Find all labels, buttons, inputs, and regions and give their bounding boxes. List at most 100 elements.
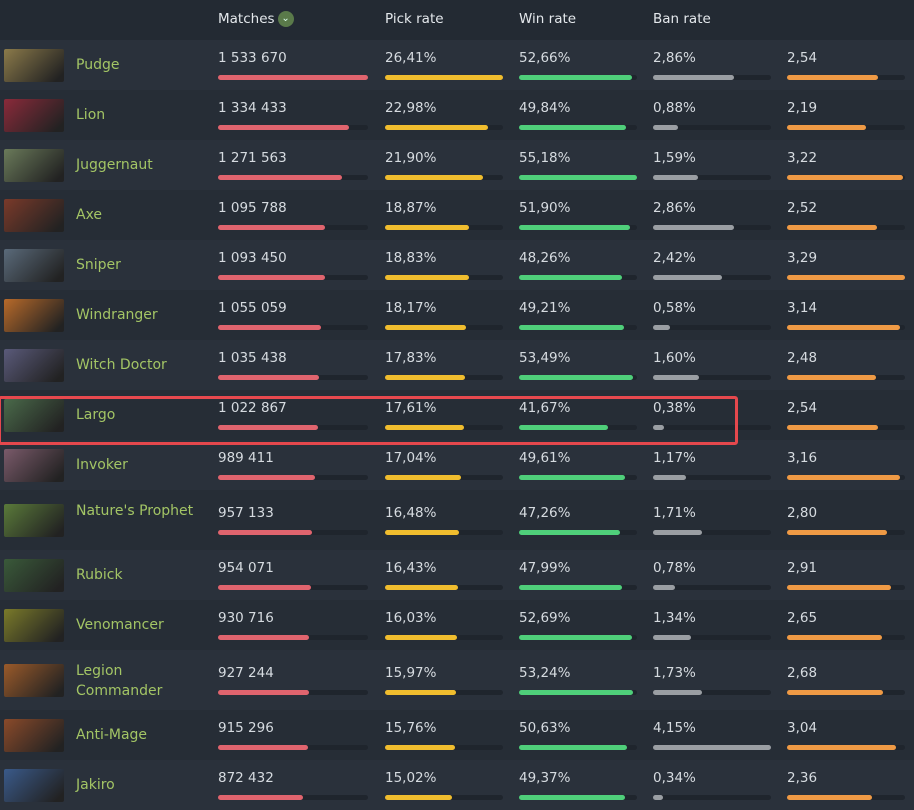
win-bar-fill xyxy=(519,475,626,480)
matches-header[interactable]: Matches ⌄ xyxy=(218,11,294,27)
pick-value: 21,90% xyxy=(385,150,437,166)
pick-value: 22,98% xyxy=(385,100,437,116)
hero-name[interactable]: Sniper xyxy=(76,257,121,273)
hero-name[interactable]: Nature's Prophet xyxy=(76,503,194,519)
table-row[interactable]: Pudge 1 533 670 26,41% 52,66% 2,86% 2,54 xyxy=(0,40,914,90)
table-row[interactable]: Axe 1 095 788 18,87% 51,90% 2,86% 2,52 xyxy=(0,190,914,240)
win-rate-header[interactable]: Win rate xyxy=(519,11,577,27)
ban-bar-fill xyxy=(653,745,771,750)
hero-portrait xyxy=(4,664,64,697)
table-row[interactable]: Lion 1 334 433 22,98% 49,84% 0,88% 2,19 xyxy=(0,90,914,140)
ban-value: 1,73% xyxy=(653,665,696,681)
kda-bar-fill xyxy=(787,75,879,80)
kda-bar xyxy=(787,225,905,230)
table-row[interactable]: Largo 1 022 867 17,61% 41,67% 0,38% 2,54 xyxy=(0,390,914,440)
win-bar xyxy=(519,75,637,80)
kda-value: 3,16 xyxy=(787,450,818,466)
table-row[interactable]: Windranger 1 055 059 18,17% 49,21% 0,58% 3,14 xyxy=(0,290,914,340)
ban-bar-fill xyxy=(653,275,722,280)
hero-name[interactable]: Legion Commander xyxy=(76,663,163,699)
pick-bar xyxy=(385,530,503,535)
matches-bar xyxy=(218,275,368,280)
ban-value: 4,15% xyxy=(653,720,696,736)
ban-bar xyxy=(653,475,771,480)
win-value: 49,37% xyxy=(519,770,571,786)
chevron-down-icon[interactable]: ⌄ xyxy=(277,11,294,27)
table-row[interactable]: Legion Commander 927 244 15,97% 53,24% 1,73%… xyxy=(0,650,914,710)
win-bar xyxy=(519,425,637,430)
hero-name[interactable]: Largo xyxy=(76,407,116,423)
matches-value: 954 071 xyxy=(218,560,274,576)
ban-value: 1,60% xyxy=(653,350,696,366)
table-row[interactable]: Anti-Mage 915 296 15,76% 50,63% 4,15% 3,04 xyxy=(0,710,914,760)
matches-bar xyxy=(218,425,368,430)
hero-name[interactable]: Juggernaut xyxy=(76,157,153,173)
matches-bar-fill xyxy=(218,475,315,480)
kda-bar xyxy=(787,325,905,330)
ban-bar-fill xyxy=(653,375,699,380)
ban-bar-fill xyxy=(653,635,692,640)
hero-name[interactable]: Axe xyxy=(76,207,103,223)
matches-value: 1 095 788 xyxy=(218,200,287,216)
kda-bar xyxy=(787,530,905,535)
hero-portrait xyxy=(4,299,64,332)
hero-name[interactable]: Witch Doctor xyxy=(76,357,167,373)
table-row[interactable]: Invoker 989 411 17,04% 49,61% 1,17% 3,16 xyxy=(0,440,914,490)
win-bar-fill xyxy=(519,125,626,130)
kda-value: 3,29 xyxy=(787,250,818,266)
table-row[interactable]: Venomancer 930 716 16,03% 52,69% 1,34% 2,65 xyxy=(0,600,914,650)
matches-bar-fill xyxy=(218,530,312,535)
matches-bar-fill xyxy=(218,585,312,590)
hero-portrait xyxy=(4,504,64,537)
hero-name[interactable]: Venomancer xyxy=(76,617,164,633)
kda-bar-fill xyxy=(787,375,876,380)
kda-bar-fill xyxy=(787,635,882,640)
table-row[interactable]: Rubick 954 071 16,43% 47,99% 0,78% 2,91 xyxy=(0,550,914,600)
kda-bar xyxy=(787,690,905,695)
win-bar-fill xyxy=(519,635,632,640)
table-row[interactable]: Sniper 1 093 450 18,83% 48,26% 2,42% 3,29 xyxy=(0,240,914,290)
hero-name[interactable]: Rubick xyxy=(76,567,123,583)
hero-name[interactable]: Windranger xyxy=(76,307,158,323)
pick-bar-fill xyxy=(385,475,462,480)
win-value: 48,26% xyxy=(519,250,571,266)
ban-bar xyxy=(653,745,771,750)
table-row[interactable]: Witch Doctor 1 035 438 17,83% 53,49% 1,60% 2,… xyxy=(0,340,914,390)
pick-bar xyxy=(385,225,503,230)
ban-bar-fill xyxy=(653,585,676,590)
pick-bar-fill xyxy=(385,325,467,330)
kda-bar xyxy=(787,275,905,280)
win-bar-fill xyxy=(519,745,628,750)
hero-name[interactable]: Anti-Mage xyxy=(76,727,148,743)
ban-rate-header[interactable]: Ban rate xyxy=(653,11,711,27)
table-row[interactable]: Jakiro 872 432 15,02% 49,37% 0,34% 2,36 xyxy=(0,760,914,810)
win-bar xyxy=(519,375,637,380)
matches-value: 1 055 059 xyxy=(218,300,287,316)
pick-bar-fill xyxy=(385,745,456,750)
kda-value: 2,80 xyxy=(787,505,818,521)
matches-value: 989 411 xyxy=(218,450,274,466)
pick-bar xyxy=(385,375,503,380)
table-row[interactable]: Juggernaut 1 271 563 21,90% 55,18% 1,59% 3,22 xyxy=(0,140,914,190)
matches-value: 915 296 xyxy=(218,720,274,736)
ban-value: 2,86% xyxy=(653,50,696,66)
pick-bar-fill xyxy=(385,635,457,640)
pick-value: 15,02% xyxy=(385,770,437,786)
matches-bar xyxy=(218,375,368,380)
table-row[interactable]: Nature's Prophet 957 133 16,48% 47,26% 1,71%… xyxy=(0,490,914,550)
win-bar xyxy=(519,225,637,230)
pick-rate-header[interactable]: Pick rate xyxy=(385,11,444,27)
pick-value: 16,48% xyxy=(385,505,437,521)
pick-bar-fill xyxy=(385,175,483,180)
pick-value: 17,61% xyxy=(385,400,437,416)
ban-value: 0,78% xyxy=(653,560,696,576)
hero-name[interactable]: Lion xyxy=(76,107,106,123)
pick-value: 17,04% xyxy=(385,450,437,466)
matches-bar-fill xyxy=(218,635,310,640)
hero-name[interactable]: Invoker xyxy=(76,457,128,473)
hero-name[interactable]: Jakiro xyxy=(76,777,115,793)
ban-value: 0,38% xyxy=(653,400,696,416)
matches-bar-fill xyxy=(218,275,325,280)
matches-value: 1 035 438 xyxy=(218,350,287,366)
hero-name[interactable]: Pudge xyxy=(76,57,120,73)
